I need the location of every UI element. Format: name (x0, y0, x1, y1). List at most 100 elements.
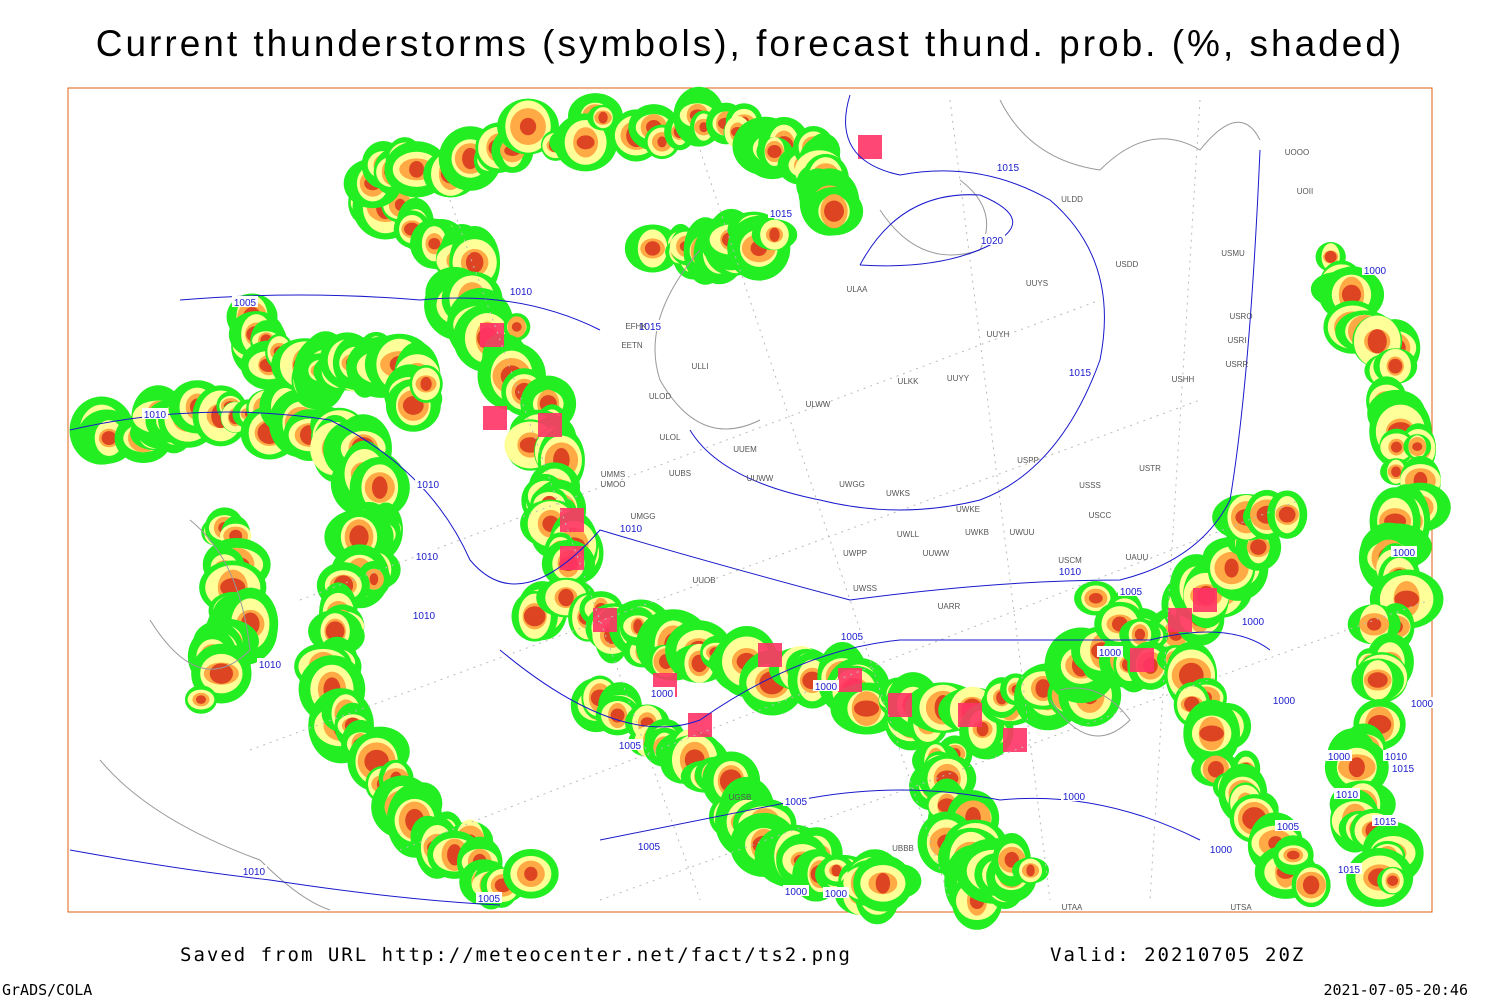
isobar-label-bg (1061, 790, 1087, 801)
isobar-label-bg (1118, 585, 1144, 596)
shading-blob (428, 237, 441, 250)
shading-blob (1412, 442, 1423, 451)
shading-blob (325, 621, 345, 641)
isobar (689, 94, 1105, 511)
shading-blob (369, 573, 379, 586)
station-label: EFHK (625, 322, 647, 331)
isobar-label: 1000 (651, 689, 674, 700)
station-label: UWSS (853, 584, 877, 593)
shading-blob (558, 588, 574, 607)
isobar-label: 1005 (1120, 587, 1143, 598)
graticule (249, 99, 1431, 901)
station-label: UWKS (886, 489, 910, 498)
shading-blob (853, 700, 880, 717)
station-label: UUEM (733, 445, 757, 454)
probability-shading (69, 86, 1451, 930)
shading-blob (1367, 617, 1382, 631)
station-label: ULDD (1061, 195, 1083, 204)
isobar (499, 631, 1271, 728)
shading-blob (1224, 558, 1239, 578)
thunderstorm-symbol (858, 135, 882, 159)
shading-blob (598, 111, 608, 124)
isobar-label-bg (1409, 697, 1435, 708)
map-title: Current thunderstorms (symbols), forecas… (96, 23, 1404, 64)
station-label: UTSA (1230, 903, 1252, 912)
isobar (859, 194, 1013, 267)
shading-blob (511, 322, 522, 332)
shading-blob (465, 251, 484, 273)
isobar-label: 1005 (785, 797, 808, 808)
station-label: USSS (1079, 481, 1101, 490)
thunderstorm-symbol (560, 508, 584, 532)
isobar-label: 1000 (785, 887, 808, 898)
station-label: UWKB (965, 528, 989, 537)
station-label: UWUU (1010, 528, 1035, 537)
isobar-label-bg (1362, 264, 1388, 275)
isobar-label: 1015 (997, 163, 1020, 174)
shading-blob (195, 695, 206, 704)
isobar-label: 1015 (1338, 865, 1361, 876)
station-label: UWGG (839, 480, 865, 489)
station-label: UUYY (947, 374, 970, 383)
isobar-label-bg (618, 522, 644, 533)
shading-blob (101, 431, 117, 445)
isobar-label: 1010 (1336, 790, 1359, 801)
isobar-label: 1010 (243, 867, 266, 878)
shading-blob (409, 160, 425, 178)
station-label: ULOL (660, 433, 681, 442)
isobar-label-bg (813, 680, 839, 691)
isobar-label-bg (637, 320, 663, 331)
isobar-label: 1000 (1328, 752, 1351, 763)
software-credit: GrADS/COLA (2, 981, 92, 999)
isobar-label: 1010 (259, 660, 282, 671)
source-url: Saved from URL http://meteocenter.net/fa… (180, 944, 852, 966)
shading-blob (1088, 593, 1103, 604)
thunderstorm-symbol (593, 608, 617, 632)
station-label: ULLI (692, 362, 709, 371)
station-label: UOOO (1285, 148, 1309, 157)
shading-blob (1302, 875, 1320, 895)
map-labels: 1015101510201010100510151015101010101010… (142, 148, 1435, 912)
isobar-label-bg (783, 885, 809, 896)
station-label: USRR (1226, 360, 1249, 369)
station-label: EETN (621, 341, 643, 350)
thunderstorm-symbol (1193, 588, 1217, 612)
thunderstorm-symbol (1003, 728, 1027, 752)
isobar-label-bg (1390, 762, 1416, 773)
isobar-label: 1010 (144, 410, 167, 421)
shading-blob (769, 227, 780, 242)
station-label: USDD (1116, 260, 1139, 269)
shading-blob (1367, 672, 1388, 688)
isobar-label-bg (414, 550, 440, 561)
isobar-label: 1010 (510, 287, 533, 298)
isobar-label-bg (1067, 366, 1093, 377)
isobar-label-bg (1271, 694, 1297, 705)
isobar-label-bg (257, 658, 283, 669)
thunderstorm-symbol (888, 693, 912, 717)
station-label: ULKK (898, 377, 920, 386)
station-label: UUYS (1026, 279, 1048, 288)
station-label: UWPP (843, 549, 867, 558)
station-label: UAUU (1126, 553, 1149, 562)
isobar-label: 1005 (841, 632, 864, 643)
shading-blob (1035, 679, 1051, 698)
shading-blob (209, 663, 233, 684)
isobar (69, 789, 1201, 906)
shading-blob (1388, 358, 1403, 374)
thunderstorm-symbol (958, 703, 982, 727)
shading-blob (1286, 850, 1300, 860)
station-label: USCM (1058, 556, 1082, 565)
station-label: ULWW (806, 400, 831, 409)
shading-blob (1390, 441, 1402, 453)
station-label: USRO (1229, 312, 1252, 321)
isobar-label: 1000 (1242, 617, 1265, 628)
station-label: ULOD (649, 392, 671, 401)
isobar-label: 1000 (1393, 548, 1416, 559)
station-label: UUOB (692, 576, 715, 585)
thunderstorm-symbol (538, 413, 562, 437)
station-label: UARR (938, 602, 961, 611)
shading-blob (1394, 590, 1419, 608)
isobars (69, 94, 1271, 906)
shading-blob (1341, 284, 1362, 305)
